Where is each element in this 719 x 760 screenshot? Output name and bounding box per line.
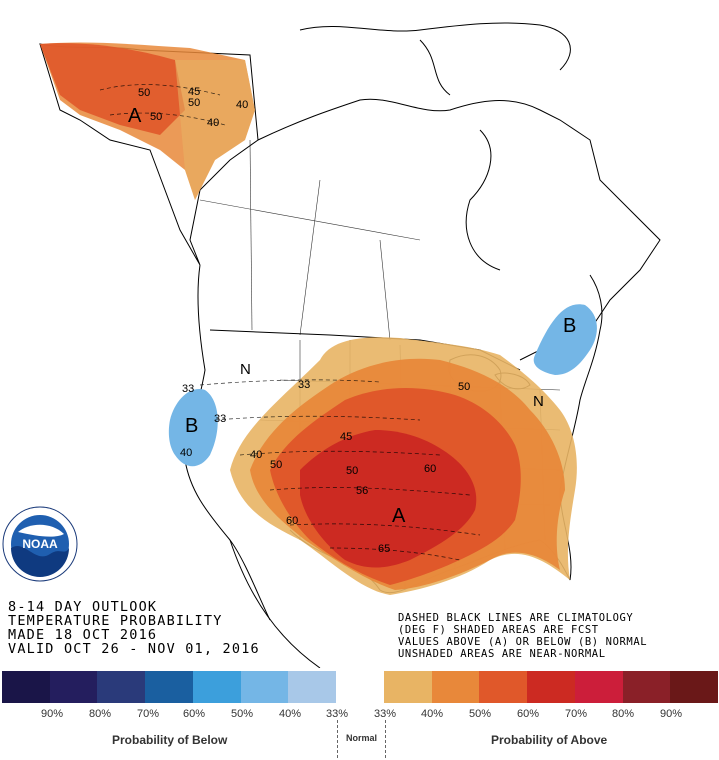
legend-swatch-9 — [431, 671, 480, 703]
legend-swatch-6 — [288, 671, 337, 703]
valid-dates: VALID OCT 26 - NOV 01, 2016 — [8, 641, 260, 657]
legend-tick-below-90: 90% — [40, 708, 64, 720]
legend-tick-above-90: 90% — [659, 708, 683, 720]
noaa-logo: NOAA — [2, 506, 78, 582]
legend-tick-below-40: 40% — [278, 708, 302, 720]
contour-label: 50 — [150, 111, 162, 123]
contour-label: 40 — [180, 447, 192, 459]
legend-tick-below-50: 50% — [230, 708, 254, 720]
contour-label: 40 — [250, 449, 262, 461]
note-line-2: (DEG F) SHADED AREAS ARE FCST — [398, 624, 599, 636]
below-label-west: B — [185, 415, 198, 437]
note-line-4: UNSHADED AREAS ARE NEAR-NORMAL — [398, 648, 606, 660]
above-alaska-area — [40, 42, 255, 200]
contour-label: 33 — [214, 413, 226, 425]
legend-normal-divider-right — [385, 720, 386, 758]
outlook-title: 8-14 DAY OUTLOOK — [8, 599, 158, 615]
noaa-logo-text: NOAA — [22, 537, 58, 551]
above-label-alaska: A — [128, 105, 142, 127]
contour-label: 33 — [298, 379, 310, 391]
legend-tick-above-70: 70% — [564, 708, 588, 720]
legend-tick-below-60: 60% — [182, 708, 206, 720]
legend-tick-above-60: 60% — [516, 708, 540, 720]
below-east-area — [533, 304, 597, 375]
legend-tick-above-50: 50% — [468, 708, 492, 720]
canada-outline — [257, 98, 661, 361]
above-main-area — [230, 337, 577, 595]
legend-swatch-13 — [622, 671, 671, 703]
legend-swatch-2 — [97, 671, 146, 703]
contour-label: 50 — [138, 87, 150, 99]
legend-tick-above-40: 40% — [420, 708, 444, 720]
probability-legend — [2, 671, 719, 703]
below-caption: Probability of Below — [112, 733, 228, 747]
contour-label: 40 — [207, 117, 219, 129]
legend-swatch-5 — [240, 671, 289, 703]
normal-label-1: N — [240, 361, 251, 378]
above-caption: Probability of Above — [491, 733, 608, 747]
legend-tick-below-80: 80% — [88, 708, 112, 720]
contour-label: 50 — [188, 97, 200, 109]
legend-swatch-10 — [479, 671, 528, 703]
legend-swatch-8 — [383, 671, 432, 703]
legend-tick-below-33: 33% — [325, 708, 349, 720]
legend-swatch-12 — [574, 671, 623, 703]
legend-normal-divider-left — [337, 720, 338, 758]
contour-label: 50 — [346, 465, 358, 477]
contour-label: 45 — [340, 431, 352, 443]
above-label-main: A — [392, 505, 406, 527]
contour-label: 50 — [458, 381, 470, 393]
note-line-3: VALUES ABOVE (A) OR BELOW (B) NORMAL — [398, 636, 648, 648]
legend-swatch-1 — [49, 671, 98, 703]
outlook-subtitle: TEMPERATURE PROBABILITY — [8, 613, 223, 629]
contour-label: 60 — [286, 515, 298, 527]
legend-swatch-14 — [670, 671, 719, 703]
below-west-area — [168, 389, 218, 467]
legend-tick-above-80: 80% — [611, 708, 635, 720]
normal-label-2: N — [533, 393, 544, 410]
note-line-1: DASHED BLACK LINES ARE CLIMATOLOGY — [398, 612, 634, 624]
legend-swatch-4 — [192, 671, 241, 703]
contour-label: 45 — [188, 86, 200, 98]
legend-tick-above-33: 33% — [373, 708, 397, 720]
legend-swatch-3 — [145, 671, 193, 703]
contour-label: 40 — [236, 99, 248, 111]
made-date: MADE 18 OCT 2016 — [8, 627, 158, 643]
contour-label: 65 — [378, 543, 390, 555]
contour-label: 50 — [270, 459, 282, 471]
below-label-east: B — [563, 315, 576, 337]
contour-label: 56 — [356, 485, 368, 497]
legend-swatch-0 — [2, 671, 50, 703]
outlook-map: 65 60 60 56 50 50 50 45 40 40 33 33 33 5… — [2, 22, 661, 668]
legend-swatch-11 — [527, 671, 575, 703]
contour-label: 33 — [182, 383, 194, 395]
legend-swatch-7 — [336, 671, 384, 703]
normal-caption: Normal — [346, 733, 378, 743]
contour-label: 60 — [424, 463, 436, 475]
legend-tick-below-70: 70% — [136, 708, 160, 720]
